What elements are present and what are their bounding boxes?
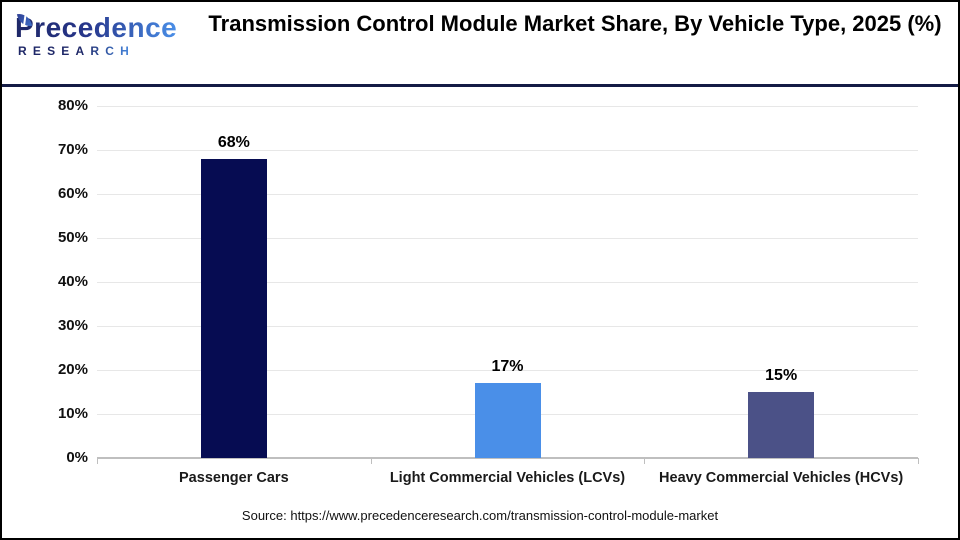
header: Precedence RESEARCH Transmission Control… [2,2,958,84]
x-axis-line [97,457,918,459]
y-axis-tick-label: 60% [57,185,88,202]
bar-chart: Source: https://www.precedenceresearch.c… [2,87,958,536]
y-axis-tick-label: 10% [57,405,88,422]
gridline [97,149,918,151]
y-axis-tick-label: 0% [66,449,88,466]
y-axis-tick-label: 40% [57,273,88,290]
gridline [97,369,918,371]
bar-value-label: 68% [217,133,250,151]
header-divider [2,84,958,87]
x-axis-tick [370,458,372,464]
gridline [97,193,918,195]
x-axis-tick [644,458,646,464]
bar-value-label: 17% [491,358,524,376]
y-axis-tick-label: 80% [57,97,88,114]
logo-brand-text: Precedence [15,12,178,43]
source-text: Source: https://www.precedenceresearch.c… [241,508,719,523]
gridline [97,281,918,283]
y-axis-tick-label: 20% [57,361,88,378]
x-axis-tick [97,458,98,464]
chart-title: Transmission Control Module Market Share… [208,11,942,36]
x-axis-category-label: Heavy Commercial Vehicles (HCVs) [659,470,904,486]
logo-subtitle-text: RESEARCH [15,44,135,58]
x-axis-category-label: Light Commercial Vehicles (LCVs) [389,470,626,486]
y-axis-tick-label: 70% [57,141,88,158]
x-axis-category-label: Passenger Cars [179,470,289,486]
bar-passenger-cars [200,158,267,458]
bar-heavy-commercial-vehicles-hcvs [748,392,815,458]
y-axis-tick-label: 30% [57,317,88,334]
gridline [97,325,918,327]
precedence-research-logo: Precedence RESEARCH [15,11,205,58]
gridline [97,105,918,107]
y-axis-tick-label: 50% [57,229,88,246]
bar-light-commercial-vehicles-lcvs [474,383,541,458]
gridline [97,237,918,239]
x-axis-tick [918,458,919,464]
bar-value-label: 15% [765,367,798,384]
